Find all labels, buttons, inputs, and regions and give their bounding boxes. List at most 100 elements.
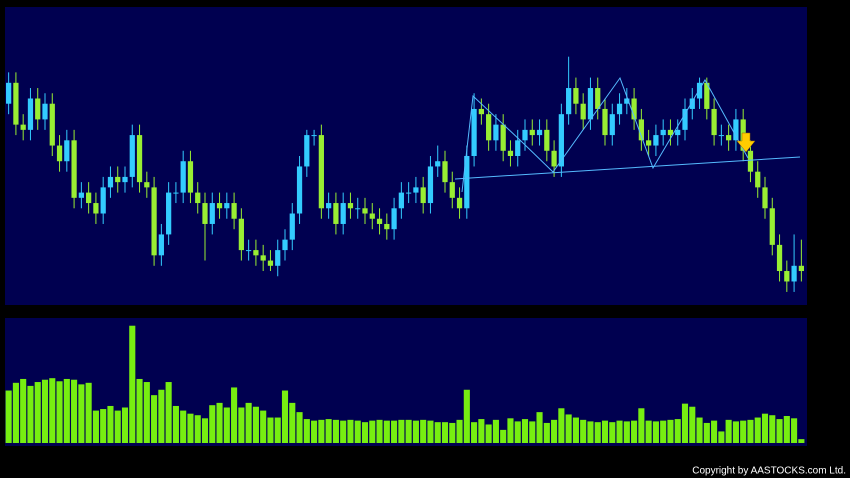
volume-bar xyxy=(311,420,318,443)
volume-bar xyxy=(645,420,652,443)
candle-body xyxy=(49,103,55,146)
candle-body xyxy=(733,119,739,141)
candle-body xyxy=(573,88,579,104)
candle-body xyxy=(682,108,688,130)
candle-body xyxy=(551,150,557,167)
volume-bar xyxy=(180,410,187,443)
candle-body xyxy=(144,182,150,188)
candle-body xyxy=(464,156,470,209)
volume-bar xyxy=(296,412,303,443)
volume-bar xyxy=(449,422,456,443)
candle-body xyxy=(587,88,594,120)
candle-body xyxy=(667,129,674,136)
volume-bar xyxy=(136,378,143,443)
candle-body xyxy=(726,135,732,141)
volume-bar xyxy=(420,419,427,443)
candle-body xyxy=(406,192,412,194)
candle-body xyxy=(704,82,710,109)
volume-bar xyxy=(754,417,761,443)
volume-bar xyxy=(463,389,470,443)
volume-bar xyxy=(376,419,383,443)
candle-body xyxy=(173,192,179,194)
volume-bar xyxy=(660,420,667,443)
candle-body xyxy=(449,182,455,198)
candle-body xyxy=(187,161,194,193)
candle-body xyxy=(195,192,201,204)
candle-body xyxy=(311,135,317,137)
volume-bar xyxy=(536,412,543,443)
candle-body xyxy=(86,192,92,204)
volume-bar xyxy=(194,415,201,443)
pattern-zigzag xyxy=(461,76,749,193)
candle-body xyxy=(755,171,761,188)
volume-bar xyxy=(49,378,56,443)
candle-body xyxy=(398,192,404,209)
candle-body xyxy=(238,218,244,251)
volume-bar xyxy=(732,421,739,443)
volume-bar xyxy=(798,439,805,443)
candle-body xyxy=(282,239,288,251)
candle-body xyxy=(376,218,383,224)
volume-bar xyxy=(56,381,63,443)
candle-body xyxy=(624,98,630,104)
volume-bar xyxy=(405,419,412,443)
candle-body xyxy=(522,129,528,141)
volume-bar xyxy=(71,379,78,443)
volume-bar xyxy=(187,413,194,443)
volume-bar xyxy=(383,420,390,443)
volume-bar xyxy=(281,390,289,443)
price-panel xyxy=(5,7,807,305)
candle-body xyxy=(718,135,724,137)
candle-body xyxy=(253,250,259,256)
candle-body xyxy=(122,176,128,183)
candle-body xyxy=(500,124,506,151)
candle-body xyxy=(267,260,274,266)
volume-bar xyxy=(674,419,681,443)
volume-bar xyxy=(114,410,121,443)
candle-body xyxy=(456,197,463,209)
candle-body xyxy=(246,250,252,252)
candle-body xyxy=(42,103,48,120)
volume-bar xyxy=(696,417,703,443)
volume-bar xyxy=(85,382,92,443)
volume-bar xyxy=(340,420,347,443)
volume-bar xyxy=(151,395,158,443)
volume-bar xyxy=(92,410,99,443)
candle-body xyxy=(384,223,390,230)
candle-body xyxy=(136,135,143,183)
candle-body xyxy=(769,208,775,245)
marks xyxy=(5,56,805,443)
candle-body xyxy=(478,108,484,115)
candle-body xyxy=(347,203,354,209)
volume-bar xyxy=(100,409,107,443)
candle-body xyxy=(6,82,12,104)
candle-body xyxy=(646,140,652,146)
volume-bar xyxy=(318,419,325,443)
candle-body xyxy=(420,187,426,204)
volume-bar xyxy=(41,379,49,443)
volume-bar xyxy=(143,382,150,443)
volume-bar xyxy=(34,382,41,443)
candle-body xyxy=(616,103,623,115)
volume-bar xyxy=(507,418,514,443)
candle-body xyxy=(13,82,19,125)
candle-body xyxy=(544,129,550,151)
credit: Copyright by AASTOCKS.com Ltd. xyxy=(692,466,846,477)
volume-bar xyxy=(5,390,12,443)
candle-body xyxy=(442,161,448,183)
volume-bar xyxy=(325,419,332,443)
candle-body xyxy=(580,103,586,120)
candle-body xyxy=(515,140,521,156)
candle-body xyxy=(158,234,164,256)
candle-body xyxy=(413,187,419,193)
volume-bar xyxy=(761,413,769,443)
candle-body xyxy=(78,192,84,198)
candle-body xyxy=(56,145,63,162)
volume-bar xyxy=(107,405,114,443)
volume-bar xyxy=(616,420,623,443)
volume-bar xyxy=(231,387,238,443)
volume-bar xyxy=(725,419,732,443)
volume-bar xyxy=(427,420,434,443)
volume-bar xyxy=(332,419,339,443)
candle-body xyxy=(435,161,441,167)
